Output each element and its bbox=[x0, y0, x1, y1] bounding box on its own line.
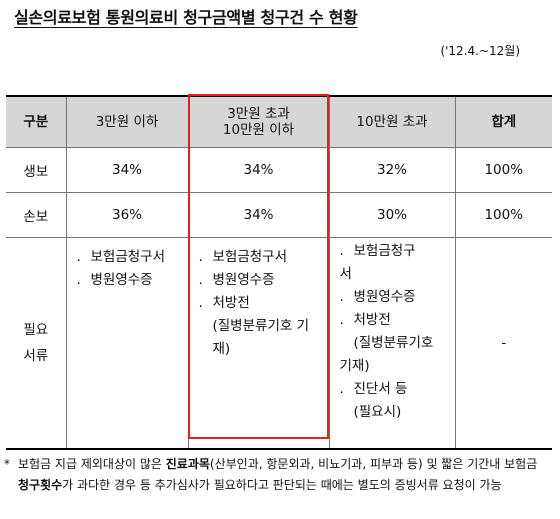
header-over-100k: 10만원 초과 bbox=[328, 95, 456, 148]
footnote: * 보험금 지급 제외대상이 많은 진료과목(산부인과, 항문외과, 비뇨기과,… bbox=[4, 454, 552, 496]
doc-list: . 보험금청구서 . 병원영수증 . 처방전 (질병분류기호 기 재) bbox=[189, 238, 329, 361]
row-label: 생보 bbox=[6, 147, 67, 193]
docs-cell-over-100k: . 보험금청구 서 . 병원영수증 . 처방전 (질병분류기호 기재) . 진단서 등 … bbox=[328, 237, 456, 450]
header-category: 구분 bbox=[6, 95, 67, 148]
cell-value: 30% bbox=[328, 192, 456, 238]
list-item: 기재) bbox=[339, 358, 370, 374]
cell-value: 32% bbox=[328, 147, 456, 193]
docs-cell-under-30k: . 보험금청구서 . 병원영수증 bbox=[65, 237, 189, 450]
table-row: 손보 36% 34% 30% 100% bbox=[6, 192, 552, 238]
list-item: . 병원영수증 bbox=[76, 272, 153, 288]
list-item: . 진단서 등 bbox=[339, 381, 408, 397]
list-item: . 보험금청구서 bbox=[198, 249, 288, 265]
docs-cell-30k-100k: . 보험금청구서 . 병원영수증 . 처방전 (질병분류기호 기 재) bbox=[187, 237, 330, 450]
footnote-bold-term: 청구횟수 bbox=[18, 478, 63, 492]
doc-list: . 보험금청구서 . 병원영수증 bbox=[67, 238, 188, 292]
cell-value: 36% bbox=[65, 192, 189, 238]
period-label: ('12.4.~12월) bbox=[440, 44, 520, 58]
docs-label-line1: 필요 bbox=[23, 322, 49, 338]
list-item: . 병원영수증 bbox=[198, 272, 275, 288]
doc-list: . 보험금청구 서 . 병원영수증 . 처방전 (질병분류기호 기재) . 진단서 등 … bbox=[330, 238, 455, 424]
table-row-required-docs: 필요 서류 . 보험금청구서 . 병원영수증 . 보험금청구서 . 병원영수증 . 처방전… bbox=[6, 237, 552, 450]
header-total: 합계 bbox=[454, 95, 552, 148]
docs-cell-total: - bbox=[454, 237, 552, 450]
header-30k-100k-line2: 10만원 이하 bbox=[222, 122, 295, 138]
cell-value: 100% bbox=[454, 192, 552, 238]
list-item: 서 bbox=[339, 266, 352, 282]
list-item: (질병분류기호 bbox=[353, 335, 434, 351]
footnote-bold-term: 진료과목 bbox=[165, 457, 210, 471]
list-item: 재) bbox=[212, 341, 231, 357]
header-30k-100k-line1: 3만원 초과 bbox=[227, 106, 290, 122]
claims-table: 구분 3만원 이하 3만원 초과 10만원 이하 10만원 초과 합계 생보 3… bbox=[6, 95, 552, 450]
list-item: (질병분류기호 기 bbox=[212, 318, 310, 334]
docs-label-line2: 서류 bbox=[23, 348, 49, 364]
list-item: . 보험금청구서 bbox=[76, 249, 166, 265]
footnote-marker: * bbox=[4, 457, 10, 471]
footnote-text: 보험금 지급 제외대상이 많은 진료과목(산부인과, 항문외과, 비뇨기과, 피… bbox=[18, 457, 538, 492]
page-title: 실손의료보험 통원의료비 청구금액별 청구건 수 현황 bbox=[14, 8, 358, 27]
list-item: . 보험금청구 bbox=[339, 243, 416, 259]
list-item: . 병원영수증 bbox=[339, 289, 416, 305]
list-item: . 처방전 bbox=[339, 312, 391, 328]
table-header-row: 구분 3만원 이하 3만원 초과 10만원 이하 10만원 초과 합계 bbox=[6, 95, 552, 148]
header-30k-100k: 3만원 초과 10만원 이하 bbox=[187, 95, 330, 148]
list-item: (필요시) bbox=[353, 404, 402, 420]
row-label-required-docs: 필요 서류 bbox=[6, 237, 67, 450]
cell-value: 100% bbox=[454, 147, 552, 193]
list-item: . 처방전 bbox=[198, 295, 250, 311]
header-under-30k: 3만원 이하 bbox=[65, 95, 189, 148]
row-label: 손보 bbox=[6, 192, 67, 238]
cell-value: 34% bbox=[187, 192, 330, 238]
cell-value: 34% bbox=[187, 147, 330, 193]
cell-value: 34% bbox=[65, 147, 189, 193]
table-row: 생보 34% 34% 32% 100% bbox=[6, 147, 552, 193]
